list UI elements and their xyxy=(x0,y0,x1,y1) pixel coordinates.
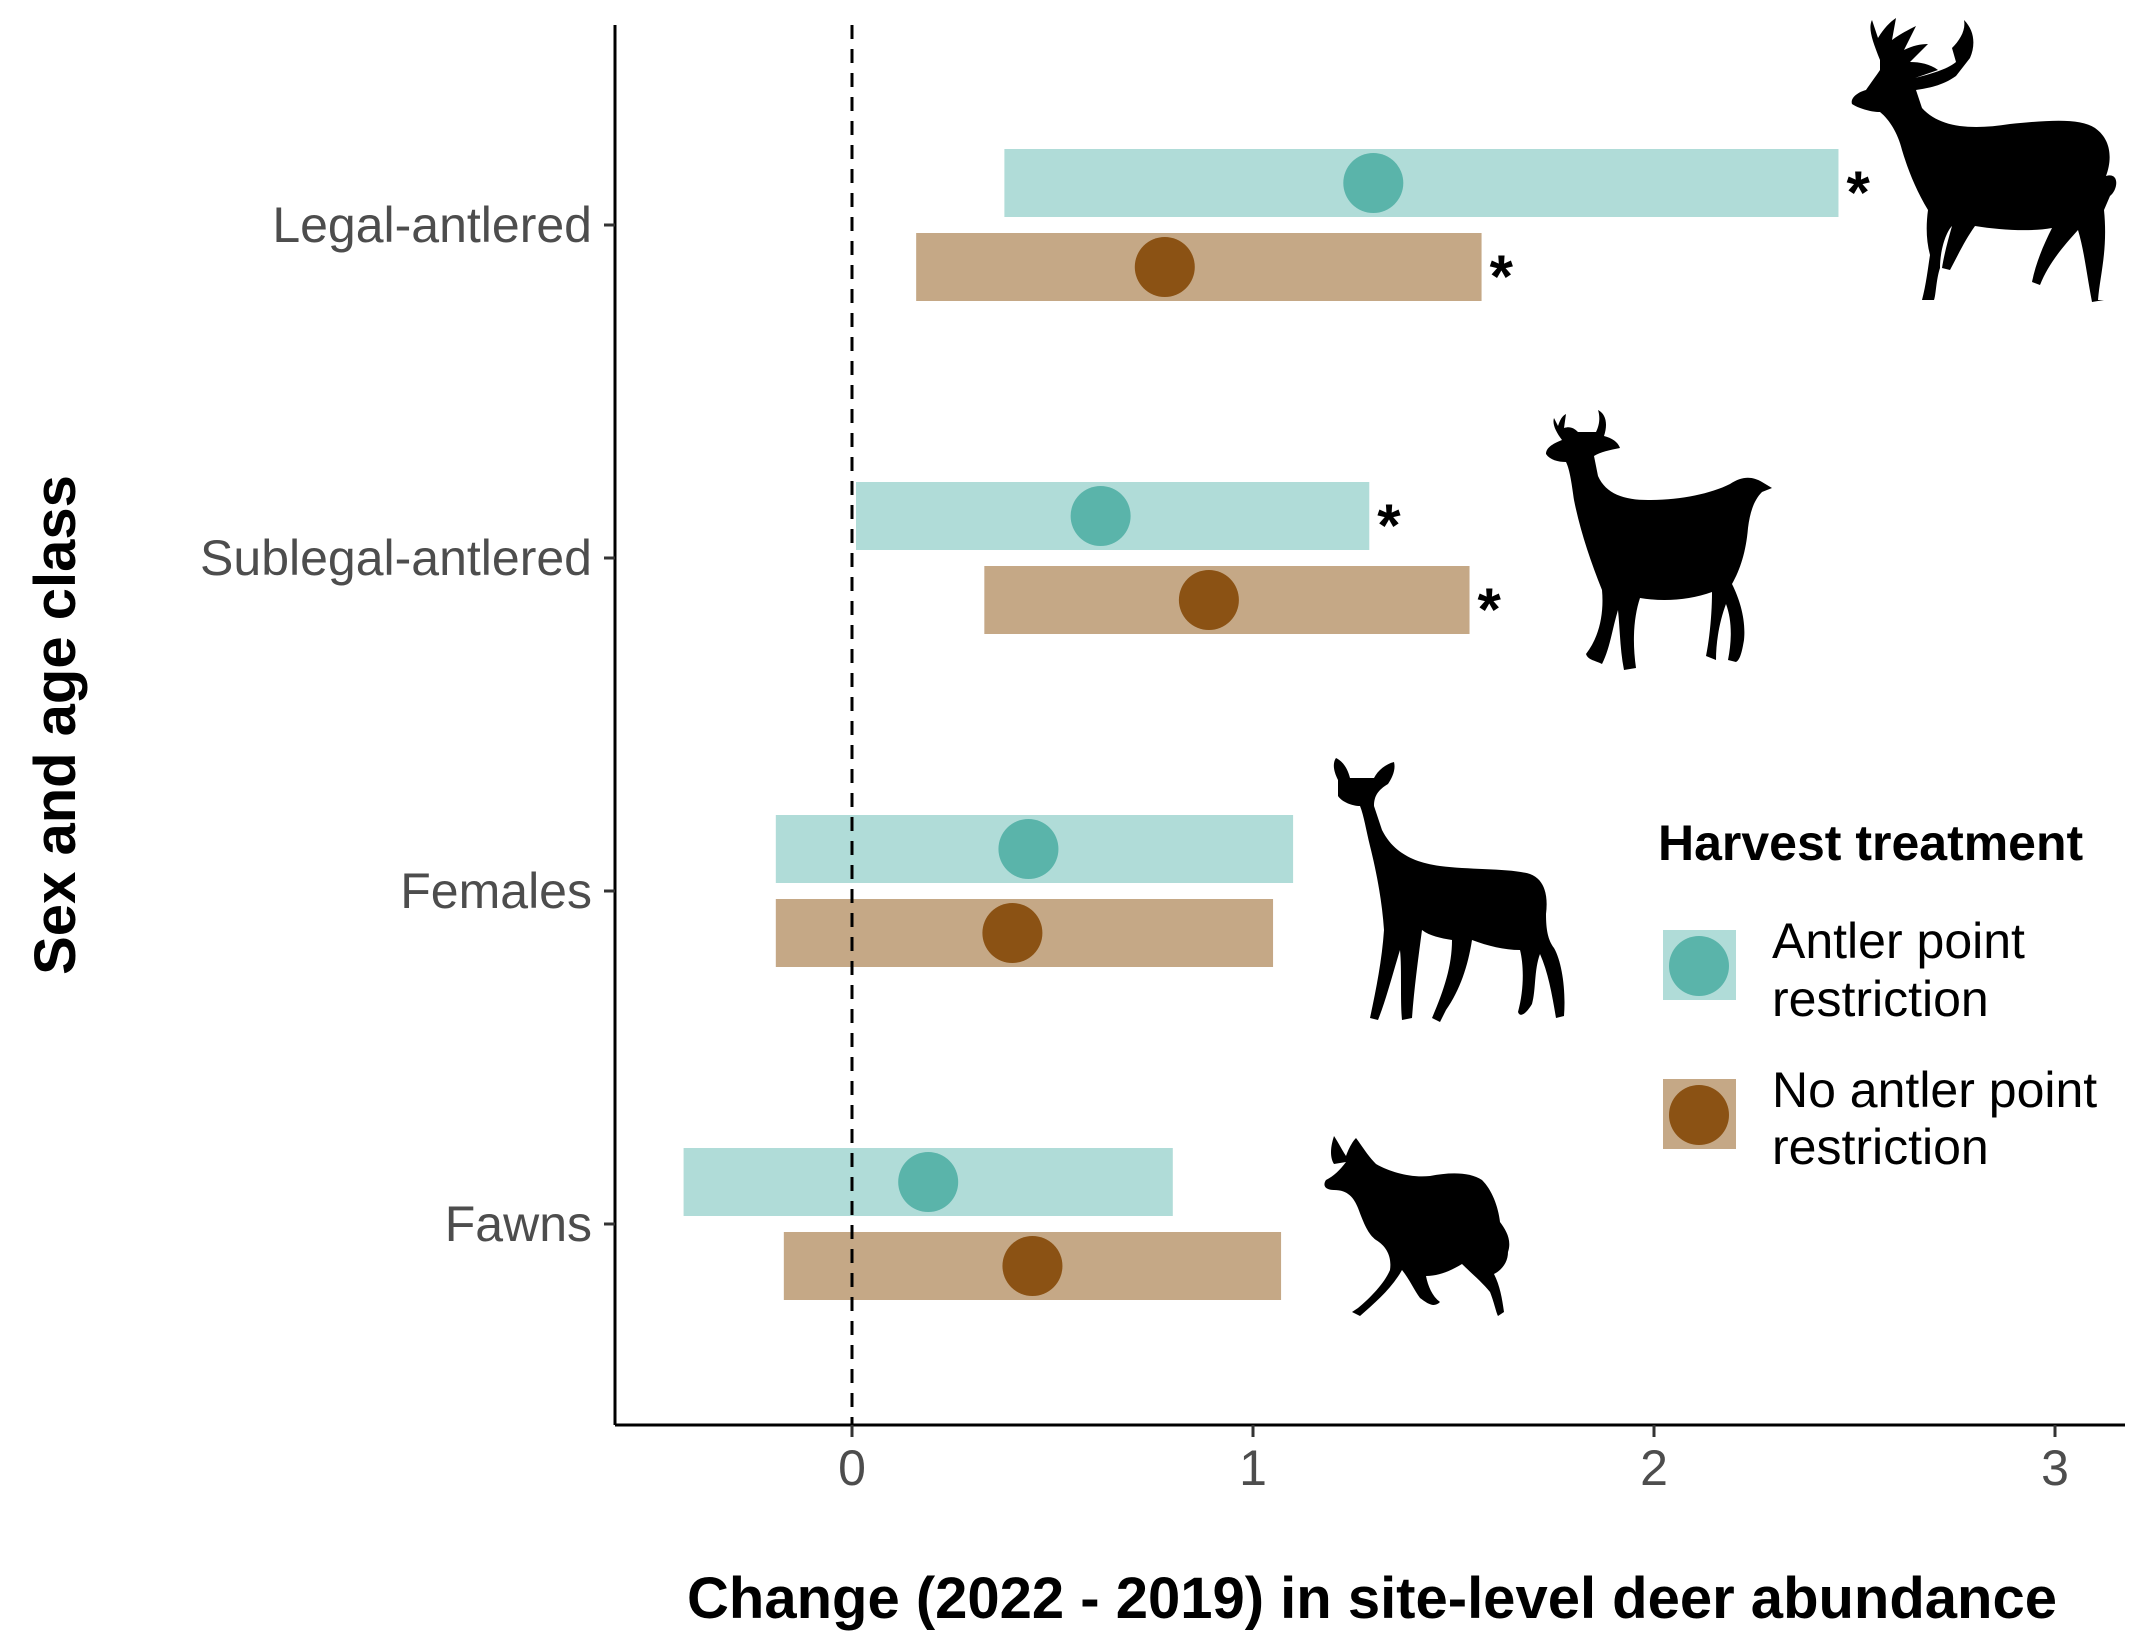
y-tick-label: Females xyxy=(400,863,592,919)
legend-swatch-point xyxy=(1669,936,1729,996)
fawn-silhouette-icon xyxy=(1324,1136,1510,1316)
legend-label-line2: restriction xyxy=(1772,1119,1989,1175)
legend-item-antler-point-restriction: Antler point restriction xyxy=(1663,913,2025,1027)
axes xyxy=(613,25,2125,1427)
estimate-point xyxy=(1343,153,1404,213)
legend-swatch-point xyxy=(1669,1085,1729,1145)
estimate-point xyxy=(1178,570,1239,630)
significance-star: * xyxy=(1846,159,1870,226)
legend-title: Harvest treatment xyxy=(1658,815,2084,871)
estimate-point xyxy=(1070,486,1131,546)
legend-label-line1: No antler point xyxy=(1772,1062,2097,1118)
ticks: Legal-antlered Sublegal-antlered Females Fa… xyxy=(200,197,2069,1496)
estimate-point xyxy=(982,903,1043,963)
y-tick-label: Fawns xyxy=(445,1196,592,1252)
interval-bar xyxy=(916,233,1482,301)
x-tick-label: 0 xyxy=(838,1440,866,1496)
x-tick-label: 1 xyxy=(1239,1440,1267,1496)
legend-label-line1: Antler point xyxy=(1772,913,2025,969)
y-tick-label: Sublegal-antlered xyxy=(200,530,592,586)
legend: Harvest treatment Antler point restricti… xyxy=(1658,815,2097,1175)
estimate-point xyxy=(1002,1236,1063,1296)
significance-star: * xyxy=(1490,243,1514,310)
plot-area: * * * * xyxy=(683,25,1870,1425)
x-tick-label: 2 xyxy=(1640,1440,1668,1496)
interval-bar xyxy=(1004,149,1839,217)
x-tick-label: 3 xyxy=(2041,1440,2069,1496)
legend-item-no-antler-point-restriction: No antler point restriction xyxy=(1663,1062,2097,1175)
doe-silhouette-icon xyxy=(1333,758,1565,1022)
significance-star: * xyxy=(1377,492,1401,559)
estimate-point xyxy=(1134,237,1195,297)
significance-star: * xyxy=(1478,576,1502,643)
estimate-point xyxy=(898,1152,959,1212)
y-axis-title: Sex and age class xyxy=(23,475,88,975)
x-axis-title: Change (2022 - 2019) in site-level deer … xyxy=(687,1566,2057,1631)
buck-silhouette-icon xyxy=(1851,18,2117,302)
y-tick-label: Legal-antlered xyxy=(272,197,592,253)
spike-buck-silhouette-icon xyxy=(1546,410,1772,670)
estimate-point xyxy=(998,819,1059,879)
legend-label-line2: restriction xyxy=(1772,971,1989,1027)
